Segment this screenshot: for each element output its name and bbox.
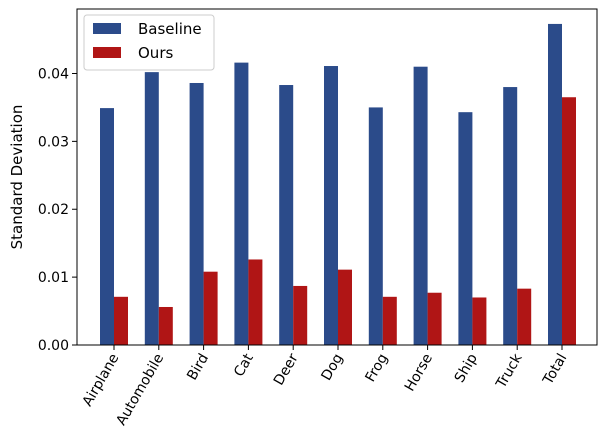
- bar-baseline-bird: [189, 82, 204, 346]
- bar-baseline-airplane: [100, 108, 114, 345]
- y-tick-label: 0.02: [38, 202, 69, 218]
- bar-baseline-dog: [324, 66, 338, 346]
- bar-baseline-ship: [458, 112, 473, 346]
- x-tick-label: Automobile: [113, 351, 167, 428]
- plot-frame: [76, 8, 598, 346]
- x-tick-label: Horse: [402, 351, 436, 394]
- bar-ours-total: [562, 97, 576, 346]
- y-axis-ticks: 0.00 0.01 0.02 0.03 0.04: [38, 66, 77, 354]
- bar-ours-automobile: [158, 306, 173, 345]
- x-tick-label: Cat: [231, 351, 257, 380]
- bar-baseline-horse: [413, 66, 428, 345]
- bar-baseline-automobile: [144, 72, 159, 345]
- legend-swatch-baseline: [93, 23, 121, 34]
- legend: Baseline Ours: [83, 14, 215, 71]
- y-tick-label: 0.03: [38, 134, 69, 150]
- bar-baseline-total: [548, 23, 562, 346]
- bar-ours-cat: [248, 259, 263, 345]
- bar-ours-deer: [293, 285, 308, 345]
- x-tick-label: Total: [540, 351, 571, 388]
- bar-ours-horse: [427, 292, 442, 345]
- bar-ours-airplane: [114, 296, 128, 345]
- y-axis-title: Standard Deviation: [8, 105, 26, 250]
- bar-baseline-truck: [503, 87, 518, 345]
- bar-ours-truck: [517, 288, 532, 345]
- x-tick-label: Ship: [452, 351, 481, 386]
- bar-ours-frog: [382, 296, 397, 345]
- legend-label-ours: Ours: [138, 44, 173, 62]
- y-tick-label: 0.04: [38, 66, 69, 82]
- x-tick-label: Airplane: [80, 351, 123, 409]
- x-tick-label: Dog: [318, 351, 346, 383]
- x-tick-label: Deer: [271, 351, 302, 388]
- bar-ours-ship: [472, 297, 487, 345]
- bar-baseline-frog: [368, 107, 383, 345]
- bar-baseline-deer: [279, 85, 294, 346]
- bars-group: [100, 23, 576, 346]
- y-tick-label: 0.01: [38, 270, 69, 286]
- x-tick-label: Bird: [184, 351, 212, 383]
- legend-label-baseline: Baseline: [138, 20, 202, 38]
- x-tick-label: Truck: [493, 350, 526, 392]
- y-tick-label: 0.00: [38, 338, 69, 354]
- bar-ours-dog: [338, 269, 352, 345]
- legend-swatch-ours: [93, 47, 121, 58]
- bar-ours-bird: [203, 271, 218, 345]
- x-tick-label: Frog: [362, 351, 391, 385]
- bar-baseline-cat: [234, 62, 249, 346]
